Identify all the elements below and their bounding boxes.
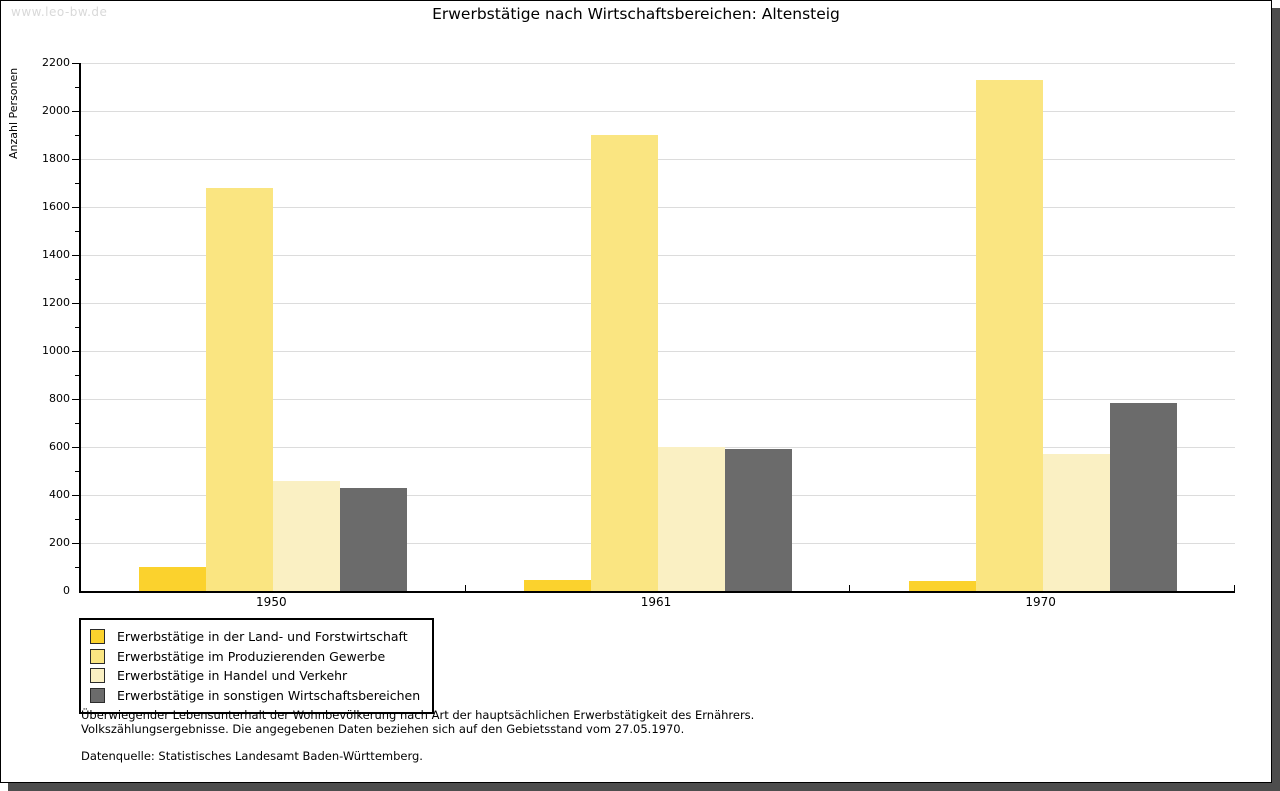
legend-item: Erwerbstätige im Produzierenden Gewerbe	[90, 647, 420, 667]
bar-1950-series-4	[340, 487, 408, 591]
y-tick-label: 1400	[42, 248, 70, 261]
gridline	[81, 399, 1235, 400]
y-minor-tick	[75, 471, 79, 472]
legend-swatch	[90, 668, 105, 684]
y-minor-tick	[75, 87, 79, 88]
y-tick-label: 2200	[42, 56, 70, 69]
x-boundary-tick	[464, 585, 466, 591]
y-minor-tick	[75, 327, 79, 328]
y-tick-label: 400	[49, 488, 70, 501]
y-tick-label: 600	[49, 440, 70, 453]
y-minor-tick	[75, 279, 79, 280]
bar-1961-series-3	[658, 447, 725, 591]
gridline	[81, 255, 1235, 256]
gridline	[81, 207, 1235, 208]
bar-1970-series-2	[975, 79, 1043, 591]
bar-1970-series-4	[1109, 402, 1177, 591]
bar-1950-series-2	[206, 187, 274, 591]
x-boundary-tick	[1234, 585, 1235, 591]
y-tick-label: 200	[49, 536, 70, 549]
legend-swatch	[90, 648, 105, 664]
y-minor-tick	[75, 183, 79, 184]
y-major-tick	[72, 207, 79, 208]
y-tick-label: 1600	[42, 200, 70, 213]
x-category-label: 1950	[256, 595, 287, 609]
gridline	[81, 159, 1235, 160]
y-major-tick	[72, 303, 79, 304]
plot-area	[72, 63, 1235, 593]
y-major-tick	[72, 495, 79, 496]
y-tick-label: 1800	[42, 152, 70, 165]
gridline	[81, 303, 1235, 304]
footnote-line2: Volkszählungsergebnisse. Die angegebenen…	[81, 722, 685, 736]
chart-title: Erwerbstätige nach Wirtschaftsbereichen:…	[432, 5, 840, 23]
y-tick-label: 1000	[42, 344, 70, 357]
y-major-tick	[72, 111, 79, 112]
legend-label: Erwerbstätige im Produzierenden Gewerbe	[117, 648, 386, 664]
bar-1970-series-3	[1042, 454, 1110, 591]
y-major-tick	[72, 63, 79, 64]
legend-label: Erwerbstätige in sonstigen Wirtschaftsbe…	[117, 687, 421, 703]
y-tick-label: 1200	[42, 296, 70, 309]
y-minor-tick	[75, 135, 79, 136]
legend-label: Erwerbstätige in Handel und Verkehr	[117, 668, 348, 684]
y-major-tick	[72, 255, 79, 256]
x-category-label: 1961	[640, 595, 672, 609]
y-major-tick	[72, 447, 79, 448]
legend-label: Erwerbstätige in der Land- und Forstwirt…	[117, 629, 408, 645]
y-major-tick	[72, 543, 79, 544]
bar-1950-series-3	[273, 480, 341, 591]
footnote-source: Datenquelle: Statistisches Landesamt Bad…	[81, 749, 423, 763]
y-minor-tick	[75, 375, 79, 376]
y-tick-label: 800	[49, 392, 70, 405]
bar-1950-series-1	[139, 567, 207, 591]
y-tick-label: 2000	[42, 104, 70, 117]
legend-swatch	[90, 687, 105, 703]
y-tick-label: 0	[63, 584, 70, 597]
y-minor-tick	[75, 423, 79, 424]
x-category-label: 1970	[1025, 595, 1056, 609]
y-minor-tick	[75, 519, 79, 520]
y-axis-title: Anzahl Personen	[7, 67, 20, 159]
x-boundary-tick	[849, 585, 851, 591]
legend-item: Erwerbstätige in Handel und Verkehr	[90, 666, 420, 686]
gridline	[81, 63, 1235, 64]
bar-1961-series-1	[524, 580, 591, 591]
bar-1961-series-4	[725, 449, 792, 591]
y-minor-tick	[75, 231, 79, 232]
legend-item: Erwerbstätige in der Land- und Forstwirt…	[90, 627, 420, 647]
footnote-line1: Überwiegender Lebensunterhalt der Wohnbe…	[81, 708, 755, 722]
watermark: www.leo-bw.de	[11, 5, 108, 19]
y-minor-tick	[75, 567, 79, 568]
gridline	[81, 351, 1235, 352]
legend: Erwerbstätige in der Land- und Forstwirt…	[79, 618, 435, 714]
y-major-tick	[72, 399, 79, 400]
y-major-tick	[72, 159, 79, 160]
legend-swatch	[90, 629, 105, 645]
bar-1961-series-2	[591, 135, 658, 591]
bar-1970-series-1	[908, 581, 976, 591]
legend-item: Erwerbstätige in sonstigen Wirtschaftsbe…	[90, 686, 420, 706]
y-major-tick	[72, 351, 79, 352]
gridline	[81, 111, 1235, 112]
